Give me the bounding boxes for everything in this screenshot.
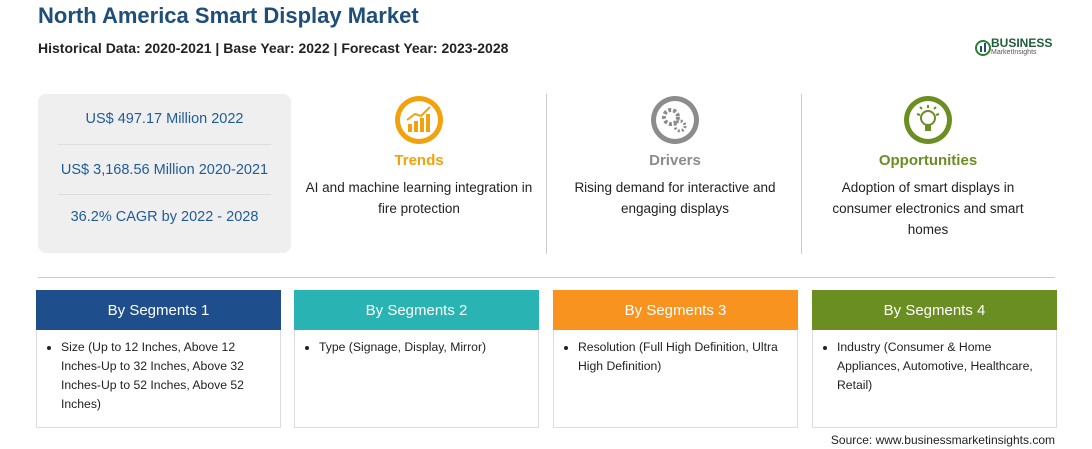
stat: US$ 497.17 Million 2022 — [85, 111, 244, 127]
divider — [801, 94, 802, 254]
factor: Opportunities Adoption of smart displays… — [801, 94, 1055, 240]
factor-text: Rising demand for interactive and engagi… — [574, 180, 776, 216]
segment-list: Industry (Consumer & Home Appliances, Au… — [823, 338, 1046, 395]
segment-box: By Segments 3 Resolution (Full High Defi… — [553, 290, 798, 428]
logo-name: BUSINESS — [991, 36, 1053, 50]
stat: US$ 3,168.56 Million 2020-2021 — [60, 162, 269, 178]
segment-box: By Segments 1 Size (Up to 12 Inches, Abo… — [36, 290, 281, 428]
segment-item: Resolution (Full High Definition, Ultra … — [578, 338, 787, 376]
page-subtitle: Historical Data: 2020-2021 | Base Year: … — [38, 40, 509, 56]
factor: Drivers Rising demand for interactive an… — [548, 94, 802, 219]
separator — [58, 144, 271, 145]
factor-title: Trends — [394, 152, 444, 169]
stat: 36.2% CAGR by 2022 - 2028 — [70, 209, 259, 225]
logo: BUSINESS MarketInsights — [975, 34, 1065, 62]
logo-icon — [975, 40, 991, 56]
divider — [38, 277, 1055, 278]
segment-list: Resolution (Full High Definition, Ultra … — [564, 338, 787, 376]
segment-title: By Segments 4 — [812, 290, 1057, 330]
factor-title: Drivers — [649, 152, 701, 169]
logo-tagline: MarketInsights — [991, 49, 1037, 56]
segment-item: Type (Signage, Display, Mirror) — [319, 338, 528, 357]
segment-box: By Segments 2 Type (Signage, Display, Mi… — [294, 290, 539, 428]
segment-box: By Segments 4 Industry (Consumer & Home … — [812, 290, 1057, 428]
segment-list: Type (Signage, Display, Mirror) — [305, 338, 528, 357]
factor-text: Adoption of smart displays in consumer e… — [832, 180, 1024, 237]
factor-text: AI and machine learning integration in f… — [305, 180, 533, 216]
trends-icon — [395, 96, 443, 144]
segment-title: By Segments 2 — [294, 290, 539, 330]
factor-title: Opportunities — [878, 152, 978, 169]
segment-title: By Segments 3 — [553, 290, 798, 330]
factor: Trends AI and machine learning integrati… — [292, 94, 546, 219]
page-title: North America Smart Display Market — [38, 3, 419, 28]
stats-box: US$ 497.17 Million 2022 US$ 3,168.56 Mil… — [38, 94, 291, 253]
source: Source: www.businessmarketinsights.com — [830, 433, 1055, 447]
drivers-icon — [651, 96, 699, 144]
segment-list: Size (Up to 12 Inches, Above 12 Inches-U… — [47, 338, 270, 414]
segment-item: Industry (Consumer & Home Appliances, Au… — [837, 338, 1046, 395]
separator — [58, 194, 271, 195]
segment-item: Size (Up to 12 Inches, Above 12 Inches-U… — [61, 338, 270, 414]
divider — [546, 94, 547, 254]
opportunities-icon — [904, 96, 952, 144]
segment-title: By Segments 1 — [36, 290, 281, 330]
